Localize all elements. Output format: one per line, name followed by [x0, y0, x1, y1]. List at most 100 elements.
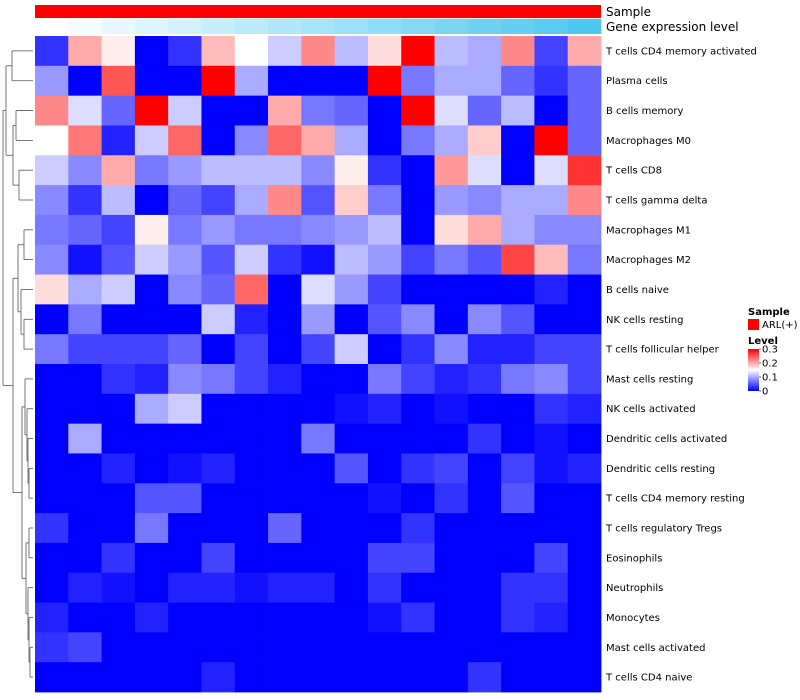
row-label: Dendritic cells resting	[606, 464, 715, 475]
heatmap-cell	[567, 155, 602, 186]
heatmap-cell	[434, 483, 469, 514]
heatmap-cell	[134, 632, 169, 663]
heatmap-cell	[35, 274, 69, 305]
heatmap-cell	[434, 36, 469, 67]
heatmap-cell	[467, 393, 502, 425]
heatmap-cell	[268, 423, 302, 454]
heatmap-cell	[467, 423, 502, 454]
heatmap-cell	[301, 393, 336, 425]
heatmap-cell	[35, 36, 69, 67]
heatmap-cell	[234, 602, 269, 633]
heatmap-cell	[567, 95, 602, 126]
heatmap-cell	[501, 185, 535, 216]
heatmap-cell	[434, 155, 469, 186]
heatmap-cell	[401, 632, 435, 663]
legend-level-gradient	[748, 349, 759, 391]
heatmap-cell	[35, 453, 69, 484]
gene-expression-annotation-label: Gene expression level	[606, 20, 739, 34]
heatmap-cell	[534, 95, 569, 126]
heatmap-cell	[301, 274, 336, 305]
heatmap-cell	[168, 662, 202, 693]
heatmap-cell	[534, 364, 569, 395]
heatmap-cell	[168, 95, 202, 126]
heatmap-cell	[367, 95, 402, 126]
heatmap-cell	[334, 602, 369, 633]
heatmap-cell	[334, 185, 369, 216]
heatmap-cell	[367, 513, 402, 544]
heatmap-cell	[467, 483, 502, 514]
legend-tick-label: 0.2	[762, 359, 778, 370]
heatmap-cell	[367, 364, 402, 395]
heatmap-cell	[234, 36, 269, 67]
legend-tick-label: 0.1	[762, 373, 778, 384]
row-label: Monocytes	[606, 613, 660, 624]
row-label: T cells CD4 memory activated	[605, 46, 757, 57]
heatmap-cell	[168, 36, 202, 67]
heatmap-cell	[501, 393, 535, 425]
gene-expression-annotation-cell	[467, 19, 502, 34]
row-label: NK cells resting	[606, 315, 683, 326]
heatmap-cell	[567, 393, 602, 425]
gene-expression-annotation-cell	[168, 19, 202, 34]
heatmap-cell	[501, 602, 535, 633]
heatmap-cell	[201, 304, 236, 335]
heatmap-cell	[434, 185, 469, 216]
gene-expression-annotation-cell	[501, 19, 535, 34]
heatmap-cell	[367, 393, 402, 425]
row-label: Mast cells activated	[606, 643, 705, 654]
heatmap-cell	[501, 513, 535, 544]
heatmap-cell	[134, 304, 169, 335]
heatmap-cell	[401, 214, 435, 246]
heatmap-cell	[467, 662, 502, 693]
heatmap-cell	[367, 125, 402, 156]
row-label: Macrophages M2	[606, 255, 691, 266]
heatmap-cell	[367, 572, 402, 603]
gene-expression-annotation-cell	[334, 19, 369, 34]
heatmap-cell	[301, 423, 336, 454]
heatmap-cell	[234, 483, 269, 514]
heatmap-cell	[101, 662, 136, 693]
heatmap-cell	[401, 125, 435, 156]
heatmap-cell	[301, 95, 336, 126]
heatmap-cell	[567, 125, 602, 156]
heatmap-cell	[68, 364, 102, 395]
heatmap-cell	[68, 542, 102, 574]
heatmap-cell	[168, 453, 202, 484]
heatmap-cell	[534, 304, 569, 335]
heatmap-cell	[534, 632, 569, 663]
heatmap-cell	[434, 304, 469, 335]
heatmap-cell	[334, 65, 369, 97]
gene-expression-annotation-cell	[434, 19, 469, 34]
heatmap-cell	[334, 274, 369, 305]
heatmap-cell	[134, 662, 169, 693]
heatmap-cell	[168, 244, 202, 275]
row-label: T cells CD4 memory resting	[605, 494, 745, 505]
heatmap-cell	[534, 125, 569, 156]
heatmap-cell	[134, 423, 169, 454]
heatmap-cell	[434, 244, 469, 275]
heatmap-cell	[567, 304, 602, 335]
heatmap-cell	[401, 572, 435, 603]
heatmap-cell	[301, 542, 336, 574]
heatmap-cell	[401, 423, 435, 454]
heatmap-cell	[68, 513, 102, 544]
heatmap-cell	[35, 423, 69, 454]
heatmap-cell	[35, 95, 69, 126]
heatmap-cell	[334, 155, 369, 186]
heatmap-cell	[334, 214, 369, 246]
heatmap-cell	[401, 65, 435, 97]
heatmap-cell	[367, 423, 402, 454]
heatmap-cell	[501, 304, 535, 335]
heatmap-cell	[68, 453, 102, 484]
heatmap-cell	[35, 65, 69, 97]
heatmap-cell	[467, 602, 502, 633]
heatmap-cell	[301, 155, 336, 186]
heatmap-cell	[434, 423, 469, 454]
heatmap-cell	[434, 393, 469, 425]
heatmap-cell	[268, 572, 302, 603]
heatmap-cell	[401, 542, 435, 574]
heatmap-cell	[35, 244, 69, 275]
heatmap-cell	[268, 155, 302, 186]
heatmap-cell	[234, 513, 269, 544]
heatmap-cell	[68, 483, 102, 514]
